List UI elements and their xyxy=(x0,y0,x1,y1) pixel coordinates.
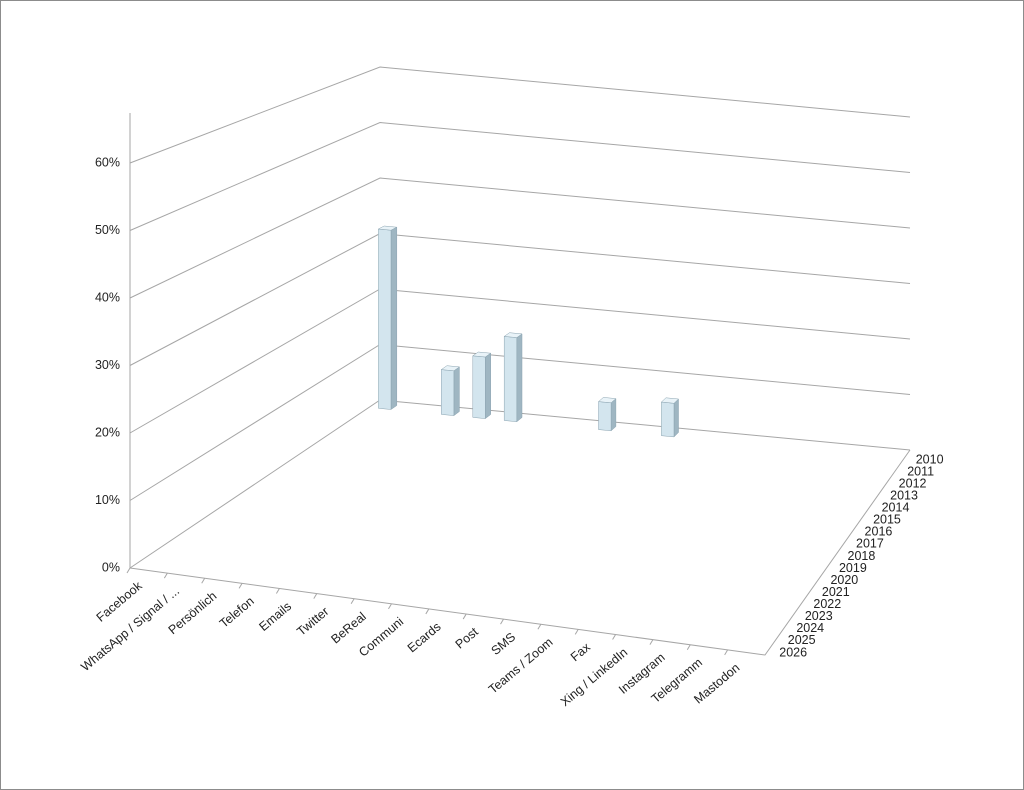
x-tick xyxy=(574,629,579,635)
x-tick xyxy=(238,583,243,589)
bar-side xyxy=(610,398,617,432)
series-label: 2012 xyxy=(899,476,927,490)
x-tick xyxy=(388,603,392,610)
bar-side xyxy=(485,352,491,420)
x-tick xyxy=(537,624,542,630)
series-label: 2013 xyxy=(890,489,918,503)
grid-line xyxy=(129,121,911,231)
series-label: 2017 xyxy=(856,537,884,551)
bar-front xyxy=(378,228,392,410)
bar xyxy=(660,397,680,438)
x-tick xyxy=(462,613,467,620)
x-tick xyxy=(201,577,206,584)
bar-side xyxy=(390,226,398,410)
bar-side xyxy=(453,366,460,417)
bar xyxy=(440,365,461,417)
bar xyxy=(597,397,617,432)
bar-top xyxy=(472,351,492,358)
series-label: 2011 xyxy=(907,464,934,478)
x-tick xyxy=(163,572,168,579)
bar xyxy=(472,351,492,420)
series-label: 2022 xyxy=(813,597,841,611)
bar-side xyxy=(516,333,523,423)
bar xyxy=(377,225,398,410)
bar-top xyxy=(660,397,680,404)
bar-side xyxy=(673,398,679,438)
x-tick xyxy=(612,634,617,640)
bar-front xyxy=(472,355,486,419)
y-tick-label: 10% xyxy=(95,493,120,507)
y-tick-label: 30% xyxy=(95,358,120,372)
series-label: 2025 xyxy=(788,633,816,647)
bar-front xyxy=(503,336,518,422)
bar-front xyxy=(598,401,612,432)
x-tick xyxy=(686,644,691,651)
series-label: 2018 xyxy=(848,549,876,563)
x-tick xyxy=(425,608,430,615)
x-tick xyxy=(313,593,318,599)
y-tick-label: 40% xyxy=(95,290,120,304)
x-tick xyxy=(350,598,355,604)
y-tick-label: 0% xyxy=(102,560,120,574)
bar xyxy=(503,332,523,423)
bar-top xyxy=(440,365,461,372)
bar-top xyxy=(377,225,398,231)
floor-edge xyxy=(129,449,911,656)
x-tick xyxy=(649,639,654,645)
y-tick-label: 50% xyxy=(95,223,120,237)
series-label: 2026 xyxy=(779,645,807,659)
grid-line xyxy=(129,66,911,164)
series-label: 2016 xyxy=(865,525,893,539)
y-tick-label: 20% xyxy=(95,425,120,439)
grid-line xyxy=(129,177,911,299)
series-label: 2020 xyxy=(830,573,858,587)
y-tick-label: 60% xyxy=(95,155,120,169)
x-tick xyxy=(275,588,280,594)
bar-top xyxy=(597,397,617,404)
bar-front xyxy=(441,369,455,416)
series-label: 2019 xyxy=(839,561,867,575)
x-tick xyxy=(126,567,131,574)
series-label: 2021 xyxy=(822,585,850,599)
x-tick xyxy=(500,618,504,625)
series-label: 2014 xyxy=(882,501,910,515)
bar-top xyxy=(503,332,523,338)
series-label: 2024 xyxy=(796,621,824,635)
series-label: 2015 xyxy=(873,513,901,527)
series-label: 2010 xyxy=(916,452,944,466)
series-label: 2023 xyxy=(805,609,833,623)
bar-front xyxy=(661,401,675,438)
x-tick xyxy=(724,649,729,656)
